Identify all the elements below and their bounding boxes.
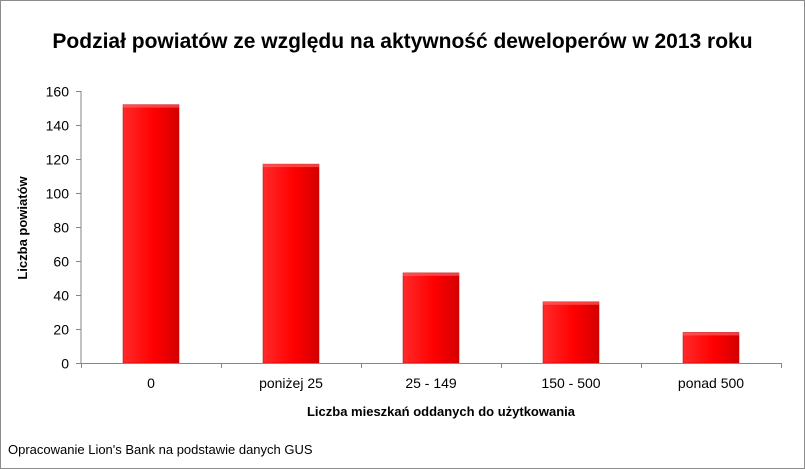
y-axis: 0 20 40 60 80 100 120 140 160	[46, 84, 82, 372]
chart-title: Podział powiatów ze względu na aktywność…	[52, 30, 753, 53]
bars	[122, 104, 740, 364]
bar-highlight	[683, 332, 739, 336]
y-tick-label: 120	[46, 152, 70, 168]
x-tick-label: 0	[147, 375, 155, 391]
bar-4	[682, 332, 740, 364]
y-axis-label: Liczba powiatów	[15, 175, 30, 279]
y-tick-label: 100	[46, 186, 70, 202]
y-tick-label: 140	[46, 118, 70, 134]
bar-0	[122, 104, 180, 364]
y-tick-label: 0	[61, 356, 69, 372]
y-tick-label: 80	[53, 220, 69, 236]
y-tick-label: 20	[53, 322, 69, 338]
x-axis: 0 poniżej 25 25 - 149 150 - 500 ponad 500	[81, 363, 782, 391]
x-tick-label: 150 - 500	[541, 375, 600, 391]
bar-1	[262, 163, 320, 364]
source-note: Opracowanie Lion's Bank na podstawie dan…	[8, 442, 313, 457]
x-tick-label: poniżej 25	[259, 375, 323, 391]
bar-highlight	[543, 301, 599, 305]
y-tick-label: 160	[46, 84, 70, 100]
bar-highlight	[403, 272, 459, 276]
x-tick-label: ponad 500	[678, 375, 744, 391]
x-tick-label: 25 - 149	[405, 375, 457, 391]
y-tick-label: 60	[53, 254, 69, 270]
bar-highlight	[263, 164, 319, 168]
bar-2	[402, 272, 460, 364]
bar-3	[542, 301, 600, 364]
y-tick-label: 40	[53, 288, 69, 304]
x-axis-label: Liczba mieszkań oddanych do użytkowania	[307, 404, 576, 419]
bar-highlight	[123, 104, 179, 108]
